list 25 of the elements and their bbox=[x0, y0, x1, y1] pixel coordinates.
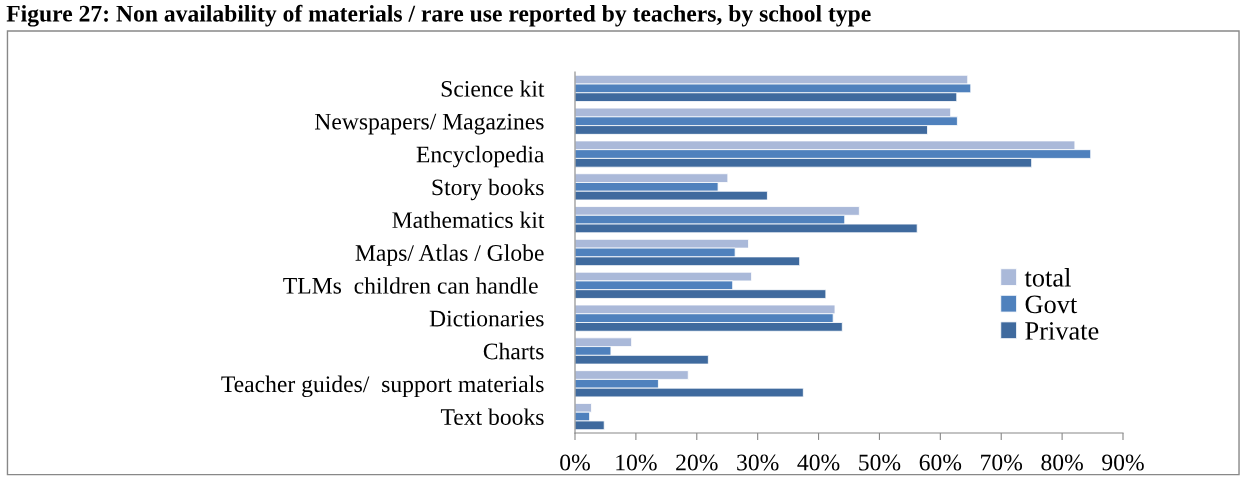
x-tick-label: 50% bbox=[859, 454, 901, 471]
x-tick-label: 80% bbox=[1041, 454, 1083, 471]
y-tick-label: Charts bbox=[483, 342, 544, 360]
legend-label: Private bbox=[1025, 322, 1099, 340]
legend-label: total bbox=[1024, 268, 1071, 287]
chart-title: Figure 27: Non availability of materials / rare use reported by teachers, by school type bbox=[6, 4, 871, 27]
y-tick-label: Encyclopedia bbox=[416, 145, 545, 168]
x-tick-label: 0% bbox=[560, 454, 590, 471]
x-tick-label: 30% bbox=[737, 454, 779, 471]
x-tick-label: 40% bbox=[797, 454, 840, 471]
y-tick-label: TLMs children can handle bbox=[283, 277, 538, 294]
y-tick-label: Maps/ Atlas / Globe bbox=[355, 244, 544, 266]
y-tick-label: Teacher guides/ support materials bbox=[221, 375, 544, 398]
x-tick-label: 90% bbox=[1102, 454, 1144, 471]
y-tick-label: Dictionaries bbox=[429, 310, 544, 327]
x-tick-label: 20% bbox=[676, 454, 718, 471]
x-tick-label: 70% bbox=[981, 454, 1023, 471]
x-tick-label: 60% bbox=[919, 454, 962, 471]
y-tick-label: Story books bbox=[432, 178, 544, 201]
legend-label: Govt bbox=[1025, 295, 1078, 314]
y-tick-label: Mathematics kit bbox=[392, 211, 545, 229]
y-tick-label: Text books bbox=[440, 408, 544, 426]
x-tick-label: 10% bbox=[616, 454, 657, 471]
y-tick-label: Newspapers/ Magazines bbox=[314, 113, 544, 135]
y-tick-label: Science kit bbox=[441, 80, 545, 97]
